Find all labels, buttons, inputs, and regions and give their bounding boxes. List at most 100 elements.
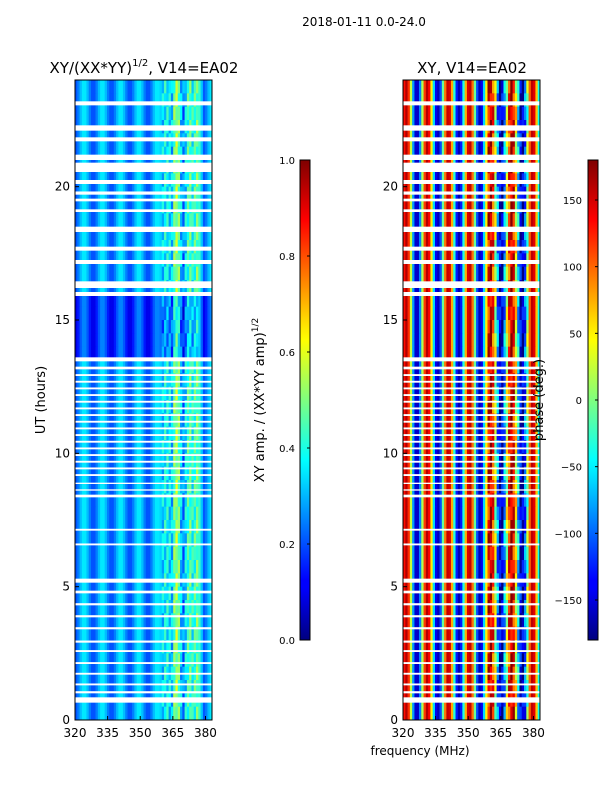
heatmap-cell [102,93,106,108]
heatmap-cell [521,106,525,121]
heatmap-cell [157,640,160,654]
heatmap-cell [487,200,491,214]
heatmap-cell [521,80,525,94]
heatmap-cell [418,400,422,414]
heatmap-cell [453,400,456,414]
heatmap-cell [191,533,195,548]
heatmap-cell [79,333,83,348]
heatmap-cell [100,373,103,388]
heatmap-cell [196,320,199,334]
heatmap-cell [196,373,199,388]
heatmap-cell [437,146,440,161]
heatmap-cell [193,546,197,561]
heatmap-cell [191,466,195,481]
heatmap-cell [109,546,112,561]
heatmap-cell [432,333,436,348]
heatmap-cell [485,466,488,481]
heatmap-cell [170,293,174,308]
heatmap-cell [508,93,511,108]
heatmap-cell [129,373,133,388]
heatmap-cell [93,440,96,454]
heatmap-cell [134,400,138,414]
heatmap-cell [79,453,83,468]
heatmap-cell [141,200,144,214]
heatmap-cell [180,520,183,534]
heatmap-cell [106,146,110,161]
heatmap-cell [418,493,422,508]
heatmap-cell [95,600,99,614]
heatmap-cell [421,146,424,161]
heatmap-cell [526,386,529,401]
heatmap-cell [485,306,488,321]
heatmap-cell [157,226,160,241]
heatmap-cell [141,560,144,574]
heatmap-cell [180,626,183,641]
heatmap-cell [421,466,424,481]
heatmap-cell [412,200,415,214]
heatmap-cell [148,373,151,388]
heatmap-cell [464,80,468,94]
flagged-gap [75,640,212,643]
heatmap-cell [134,226,138,241]
heatmap-cell [175,466,179,481]
heatmap-cell [93,413,96,428]
heatmap-cell [453,306,456,321]
heatmap-cell [501,93,504,108]
heatmap-cell [469,226,472,241]
heatmap-cell [164,600,167,614]
heatmap-cell [407,440,411,454]
heatmap-cell [109,333,112,348]
heatmap-cell [159,653,163,668]
heatmap-cell [164,680,167,694]
heatmap-cell [480,306,484,321]
heatmap-cell [86,333,90,348]
heatmap-cell [150,600,154,614]
heatmap-cell [202,613,206,628]
heatmap-cell [113,626,117,641]
heatmap-cell [489,493,493,508]
heatmap-cell [81,320,85,334]
heatmap-cell [97,560,101,574]
heatmap-cell [122,626,126,641]
heatmap-cell [191,426,195,441]
heatmap-cell [200,293,204,308]
heatmap-cell [136,80,140,94]
heatmap-cell [182,320,185,334]
heatmap-cell [116,586,119,601]
heatmap-cell [152,413,156,428]
heatmap-cell [535,93,539,108]
heatmap-cell [498,506,502,521]
heatmap-cell [473,106,477,121]
heatmap-cell [498,413,502,428]
heatmap-cell [180,400,183,414]
heatmap-cell [457,226,461,241]
heatmap-cell [79,560,83,574]
heatmap-cell [88,333,92,348]
heatmap-cell [462,93,466,108]
heatmap-cell [508,320,511,334]
heatmap-cell [476,466,479,481]
heatmap-cell [113,546,117,561]
heatmap-cell [439,373,443,388]
heatmap-cell [432,506,436,521]
figure-suptitle: 2018-01-11 0.0-24.0 [302,15,426,29]
heatmap-cell [437,413,440,428]
heatmap-cell [207,426,211,441]
heatmap-cell [423,386,427,401]
heatmap-cell [209,400,213,414]
heatmap-cell [421,213,424,228]
heatmap-cell [77,400,80,414]
heatmap-cell [200,546,204,561]
heatmap-cell [161,586,165,601]
heatmap-cell [409,346,413,361]
heatmap-cell [189,213,192,228]
heatmap-cell [104,226,108,241]
heatmap-cell [79,586,83,601]
heatmap-cell [535,146,539,161]
heatmap-cell [77,333,80,348]
heatmap-cell [157,466,160,481]
heatmap-cell [186,640,190,654]
heatmap-cell [196,506,199,521]
heatmap-cell [182,426,185,441]
heatmap-cell [134,520,138,534]
